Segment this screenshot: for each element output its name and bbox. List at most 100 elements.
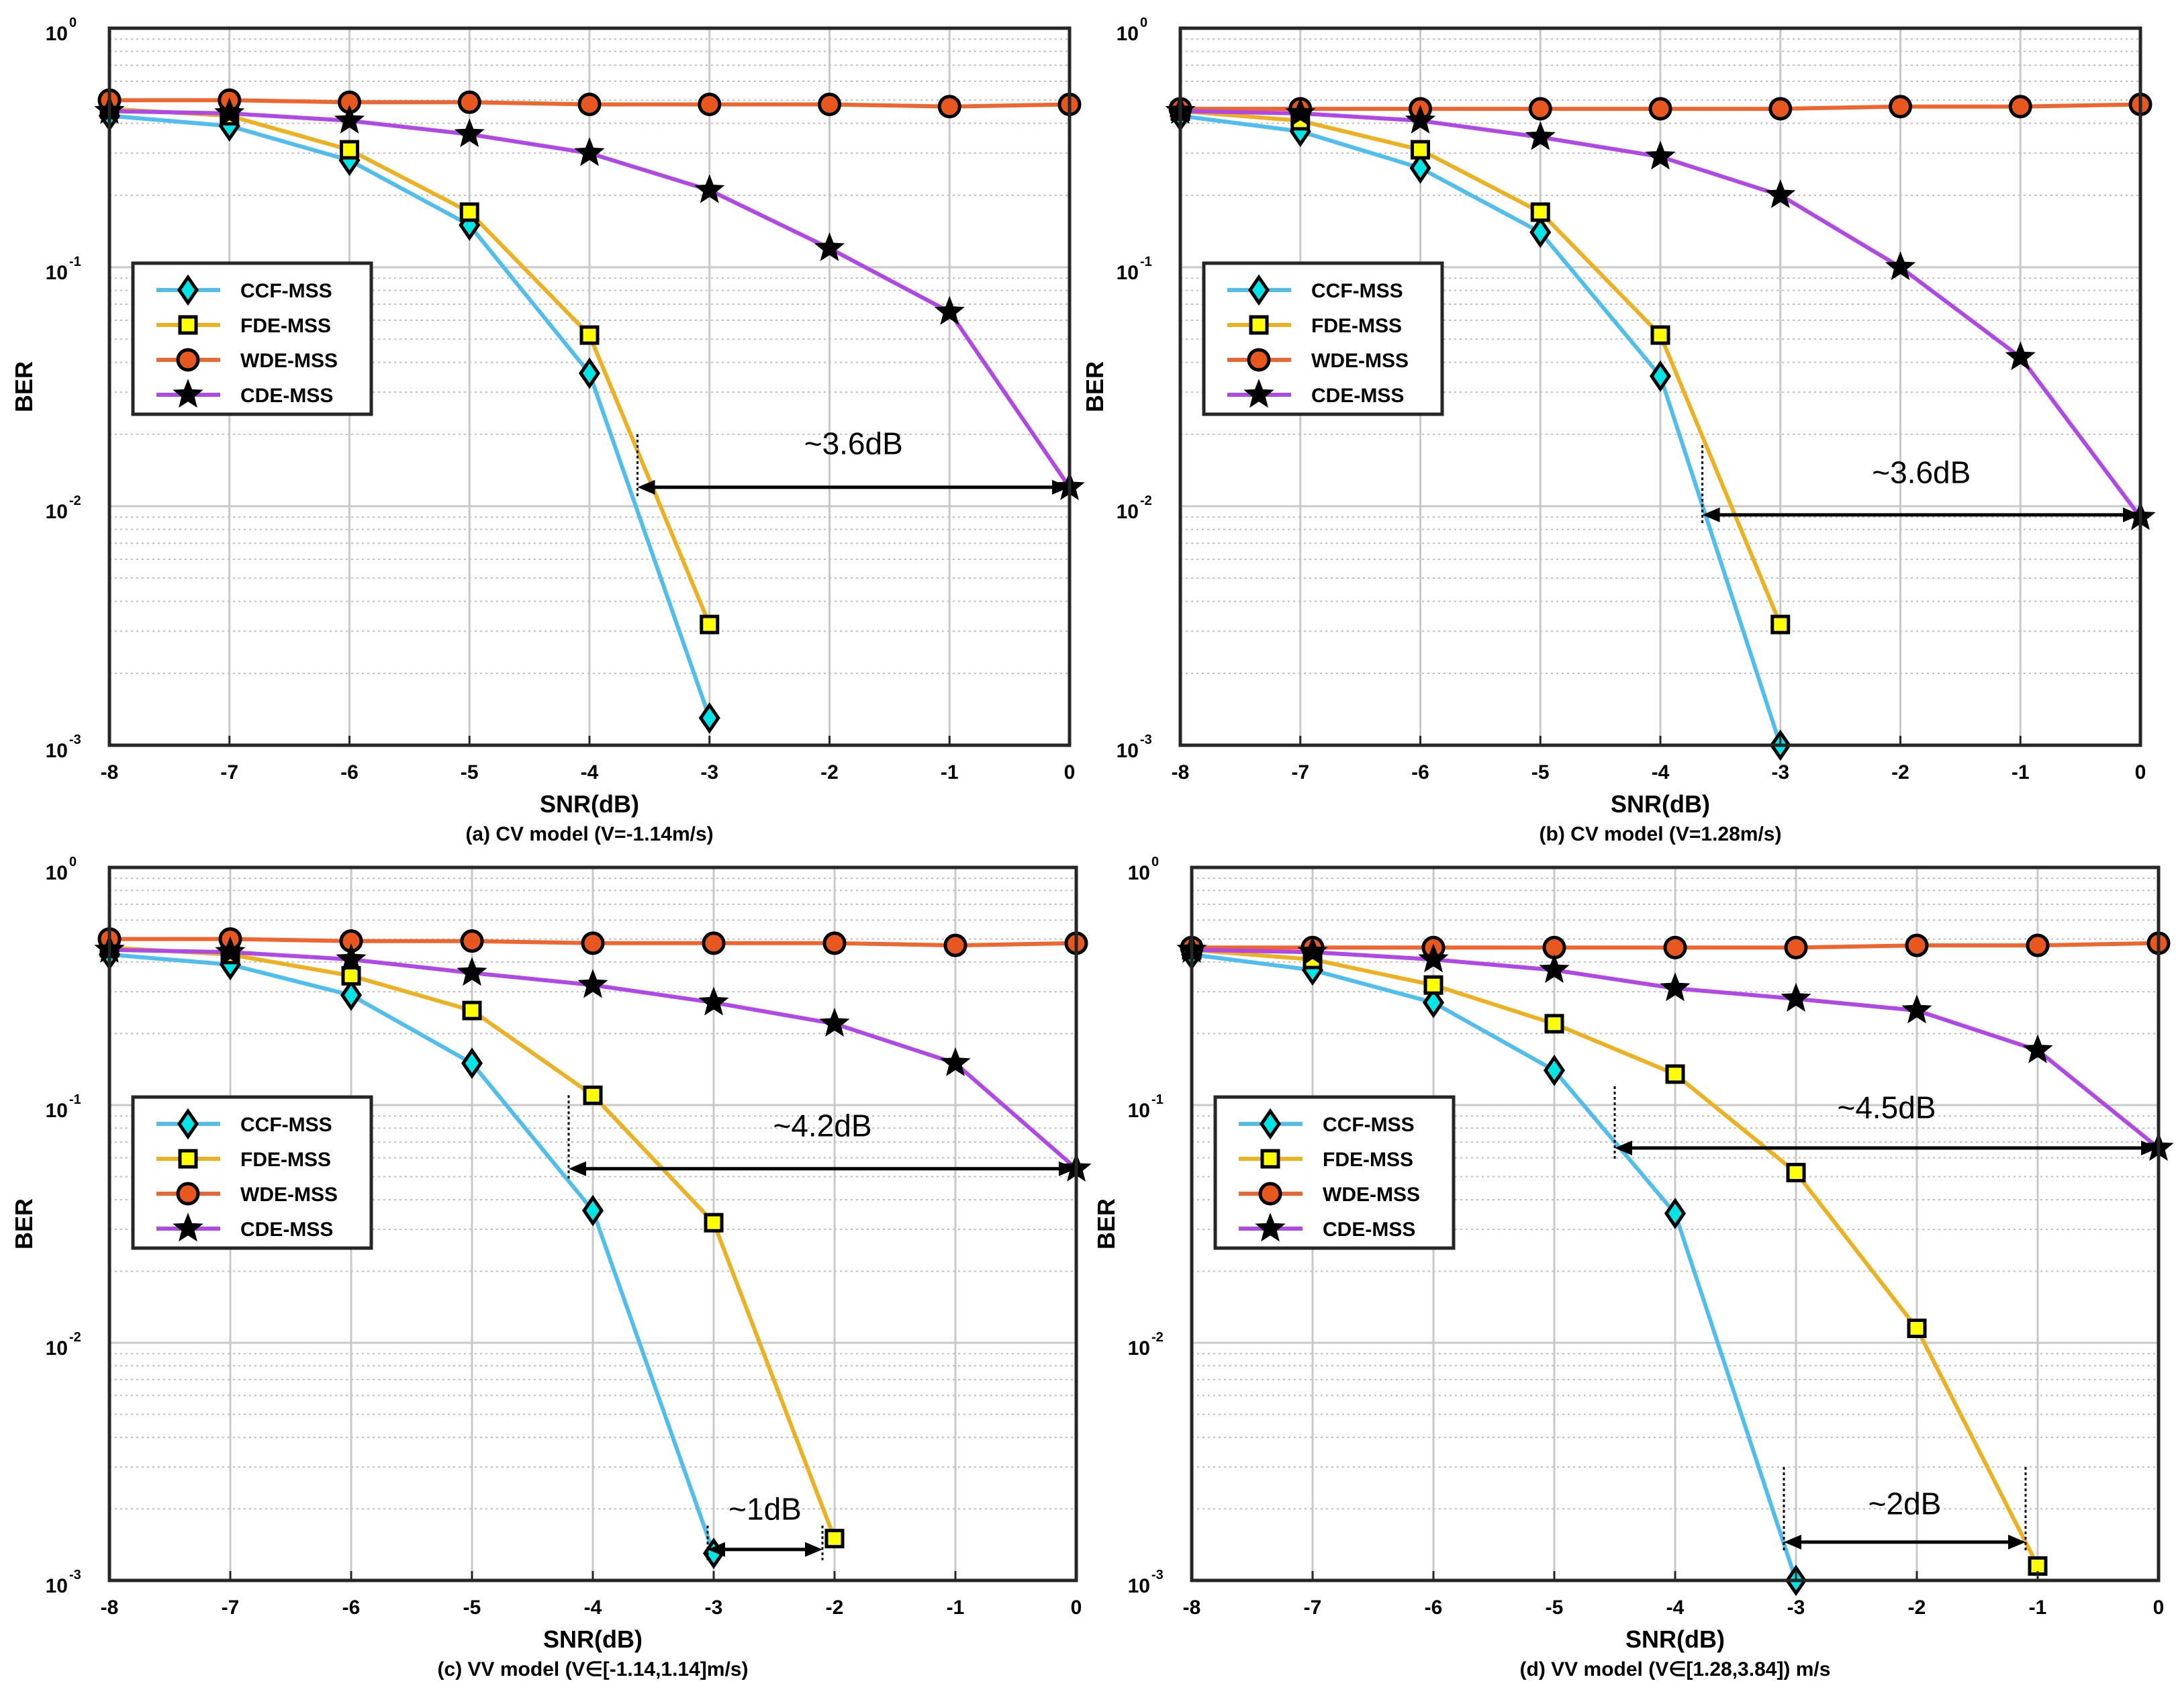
annotation-arrow: ~2dB (1783, 1467, 2027, 1553)
x-tick-label: -7 (222, 1597, 240, 1619)
x-tick-label: -2 (820, 761, 839, 784)
grid (109, 867, 1076, 1580)
y-tick-label: 10 (46, 1337, 68, 1360)
data-point-cde (1645, 140, 1676, 170)
x-axis-label: SNR(dB) (1625, 1625, 1725, 1653)
legend: CCF-MSS FDE-MSS WDE-MSS CDE-MSS (1202, 261, 1444, 416)
x-tick-label: -3 (1787, 1597, 1805, 1619)
data-point-wde (1528, 97, 1552, 121)
data-point-fde (700, 614, 720, 634)
data-point-cde (214, 97, 245, 127)
y-tick-exponent: -3 (1151, 1568, 1164, 1582)
y-tick-label: 10 (1128, 1337, 1150, 1360)
data-point-ccf (461, 1047, 483, 1080)
legend-item-cde: CDE-MSS (1227, 379, 1404, 408)
data-point-ccf (1664, 1197, 1687, 1229)
data-point-wde (822, 931, 847, 955)
annotation-arrowhead (1052, 479, 1070, 495)
legend-label: FDE-MSS (1311, 315, 1402, 337)
x-tick-label: -3 (700, 761, 718, 784)
data-point-wde (1889, 95, 1912, 119)
legend-label: CDE-MSS (240, 1219, 333, 1241)
legend-item-ccf: CCF-MSS (1227, 274, 1403, 306)
series-line-ccf (1191, 952, 1798, 1581)
series-markers-wde (97, 88, 1082, 119)
x-tick-label: -2 (826, 1597, 844, 1619)
data-point-wde (581, 931, 605, 955)
annotation-label: ~3.6dB (804, 426, 903, 461)
y-tick-exponent: 0 (1151, 855, 1159, 869)
data-point-wde (702, 931, 726, 955)
y-tick-exponent: -2 (1140, 493, 1152, 508)
y-axis-label: BER (1092, 1198, 1120, 1249)
y-tick-exponent: -3 (1140, 732, 1152, 747)
legend-marker-fde (178, 315, 198, 335)
legend-label: FDE-MSS (240, 1149, 331, 1171)
data-point-wde (1663, 935, 1687, 959)
data-point-ccf (1422, 986, 1445, 1018)
annotation-arrowhead (1059, 1161, 1076, 1176)
legend: CCF-MSS FDE-MSS WDE-MSS CDE-MSS (1213, 1095, 1456, 1250)
x-tick-label: -3 (705, 1597, 723, 1619)
annotation-arrowhead (1784, 1534, 1801, 1550)
data-point-cde (1285, 97, 1316, 127)
data-point-cde (336, 943, 367, 973)
x-tick-label: -5 (461, 761, 479, 784)
annotation-arrow: ~1dB (706, 1492, 824, 1560)
data-point-cde (1660, 972, 1691, 1002)
data-point-cde (2022, 1034, 2053, 1063)
data-point-cde (694, 174, 725, 203)
annotation-label: ~3.6dB (1872, 455, 1971, 490)
legend-marker-wde (176, 348, 200, 372)
legend-label: CDE-MSS (1311, 385, 1404, 407)
data-point-fde (1544, 1014, 1564, 1034)
x-tick-label: -4 (581, 761, 599, 784)
x-tick-label: -1 (941, 761, 959, 784)
legend-item-wde: WDE-MSS (156, 348, 338, 372)
data-point-fde (1650, 325, 1670, 345)
x-tick-label: -4 (1666, 1597, 1685, 1619)
annotation-arrow: ~3.6dB (1701, 445, 2142, 526)
x-tick-label: 0 (2135, 761, 2146, 784)
legend-label: WDE-MSS (240, 1184, 338, 1206)
x-axis-label: SNR(dB) (1611, 790, 1710, 818)
legend-marker-cde (173, 1213, 203, 1242)
legend-label: WDE-MSS (240, 350, 338, 372)
data-point-ccf (698, 702, 720, 734)
y-tick-label: 10 (1117, 23, 1139, 45)
series-markers-cde (1176, 934, 2174, 1161)
y-tick-exponent: -2 (69, 493, 81, 508)
y-tick-label: 10 (46, 501, 68, 523)
data-point-fde (1907, 1319, 1927, 1339)
data-point-ccf (1543, 1054, 1566, 1086)
x-tick-label: -6 (1425, 1597, 1443, 1619)
data-point-ccf (340, 979, 363, 1011)
y-tick-label: 10 (46, 23, 68, 45)
legend-marker-fde (178, 1149, 198, 1169)
legend-marker-wde (1258, 1182, 1282, 1206)
data-point-cde (1405, 105, 1436, 134)
x-axis-label: SNR(dB) (543, 1625, 643, 1653)
annotation-arrow: ~4.5dB (1613, 1086, 2160, 1159)
data-point-cde (1539, 954, 1570, 984)
data-point-fde (341, 965, 361, 986)
y-tick-label: 10 (46, 740, 68, 762)
legend: CCF-MSS FDE-MSS WDE-MSS CDE-MSS (131, 1095, 373, 1250)
data-point-wde (577, 92, 602, 116)
y-tick-label: 10 (46, 1575, 68, 1597)
y-tick-exponent: -3 (69, 1568, 81, 1582)
data-point-fde (1665, 1064, 1685, 1084)
legend-marker-cde (1255, 1213, 1286, 1242)
data-point-cde (819, 1008, 850, 1037)
y-tick-exponent: -3 (69, 732, 81, 747)
legend-marker-ccf (177, 1108, 199, 1140)
legend-marker-cde (173, 379, 203, 408)
data-point-ccf (581, 1194, 604, 1227)
x-axis-label: SNR(dB) (540, 790, 639, 818)
x-tick-label: -1 (2029, 1597, 2047, 1619)
x-tick-labels: -8 -7 -6 -5 -4 -3 -2 -1 0 (101, 1571, 1082, 1619)
y-tick-exponent: -1 (69, 1092, 81, 1107)
annotation-label: ~2dB (1868, 1486, 1942, 1521)
